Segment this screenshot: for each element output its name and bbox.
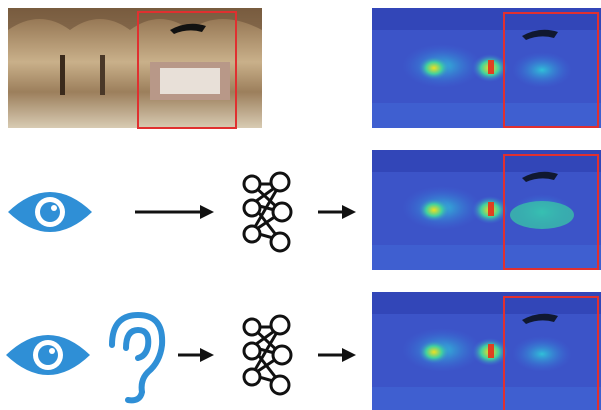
arrow	[178, 348, 214, 362]
arrow	[135, 205, 214, 219]
depth-map-audio-visual	[372, 292, 601, 410]
depth-map-vision	[372, 150, 601, 270]
depth-map-ground-truth	[372, 8, 601, 128]
eye-icon	[6, 335, 90, 375]
network-icon	[242, 171, 293, 253]
eye-icon	[8, 192, 92, 232]
network-icon	[242, 314, 293, 396]
focus-box	[137, 11, 237, 129]
panorama-photo	[8, 8, 262, 128]
arrow	[318, 205, 356, 219]
arrow	[318, 348, 356, 362]
ear-icon	[109, 311, 166, 404]
